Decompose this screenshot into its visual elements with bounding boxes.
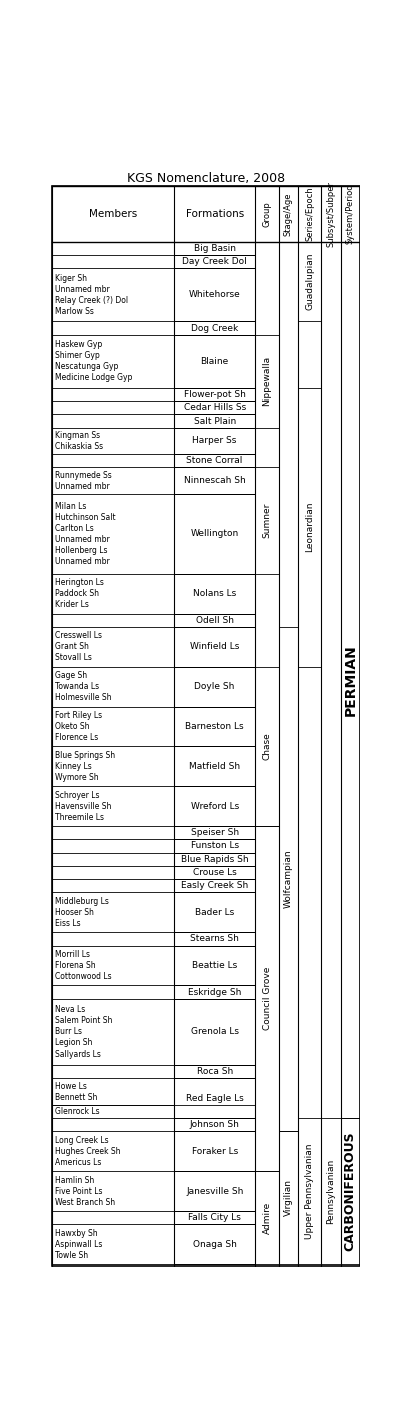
Text: Falls City Ls: Falls City Ls xyxy=(188,1213,241,1222)
Text: Flower-pot Sh: Flower-pot Sh xyxy=(184,390,246,399)
Text: Day Creek Dol: Day Creek Dol xyxy=(182,258,247,266)
Text: Virgilian: Virgilian xyxy=(284,1179,293,1216)
Text: Upper Pennsylvanian: Upper Pennsylvanian xyxy=(305,1143,314,1239)
Text: Howe Ls
Bennett Sh: Howe Ls Bennett Sh xyxy=(56,1082,98,1102)
Text: Big Basin: Big Basin xyxy=(194,244,236,253)
Text: Subsyst/Subper: Subsyst/Subper xyxy=(326,181,336,246)
Text: Council Grove: Council Grove xyxy=(262,967,272,1031)
Text: Eskridge Sh: Eskridge Sh xyxy=(188,987,241,997)
Text: Middleburg Ls
Hooser Sh
Eiss Ls: Middleburg Ls Hooser Sh Eiss Ls xyxy=(56,897,109,928)
Text: Guadalupian: Guadalupian xyxy=(305,253,314,310)
Text: Blue Rapids Sh: Blue Rapids Sh xyxy=(181,854,248,864)
Text: Stage/Age: Stage/Age xyxy=(284,192,293,236)
Text: Winfield Ls: Winfield Ls xyxy=(190,642,239,651)
Text: Cedar Hills Ss: Cedar Hills Ss xyxy=(184,403,246,412)
Text: Whitehorse: Whitehorse xyxy=(189,290,240,299)
Text: Fort Riley Ls
Oketo Sh
Florence Ls: Fort Riley Ls Oketo Sh Florence Ls xyxy=(56,711,102,742)
Text: Doyle Sh: Doyle Sh xyxy=(194,682,235,691)
Text: Beattie Ls: Beattie Ls xyxy=(192,961,237,970)
Text: Funston Ls: Funston Ls xyxy=(191,842,239,850)
Text: Runnymede Ss
Unnamed mbr: Runnymede Ss Unnamed mbr xyxy=(56,471,112,491)
Text: Stone Corral: Stone Corral xyxy=(186,456,243,466)
Text: Neva Ls
Salem Point Sh
Burr Ls
Legion Sh
Sallyards Ls: Neva Ls Salem Point Sh Burr Ls Legion Sh… xyxy=(56,1005,113,1058)
Text: Stearns Sh: Stearns Sh xyxy=(190,934,239,944)
Text: Hawxby Sh
Aspinwall Ls
Towle Sh: Hawxby Sh Aspinwall Ls Towle Sh xyxy=(56,1229,103,1260)
Text: Long Creek Ls
Hughes Creek Sh
Americus Ls: Long Creek Ls Hughes Creek Sh Americus L… xyxy=(56,1136,121,1168)
Text: Hamlin Sh
Five Point Ls
West Branch Sh: Hamlin Sh Five Point Ls West Branch Sh xyxy=(56,1176,116,1206)
Text: Cresswell Ls
Grant Sh
Stovall Ls: Cresswell Ls Grant Sh Stovall Ls xyxy=(56,631,102,662)
Text: Matfield Sh: Matfield Sh xyxy=(189,762,240,770)
Text: System/Period: System/Period xyxy=(346,184,355,245)
Text: PERMIAN: PERMIAN xyxy=(343,644,357,716)
Text: Chase: Chase xyxy=(262,732,272,760)
Text: Schroyer Ls
Havensville Sh
Threemile Ls: Schroyer Ls Havensville Sh Threemile Ls xyxy=(56,790,112,822)
Text: Blue Springs Sh
Kinney Ls
Wymore Sh: Blue Springs Sh Kinney Ls Wymore Sh xyxy=(56,750,116,782)
Text: KGS Nomenclature, 2008: KGS Nomenclature, 2008 xyxy=(127,172,285,185)
Text: Group: Group xyxy=(262,201,272,226)
Text: Blaine: Blaine xyxy=(200,357,229,366)
Text: Crouse Ls: Crouse Ls xyxy=(193,869,236,877)
Text: Wreford Ls: Wreford Ls xyxy=(190,802,239,810)
Text: Formations: Formations xyxy=(186,209,244,219)
Text: Gage Sh
Towanda Ls
Holmesville Sh: Gage Sh Towanda Ls Holmesville Sh xyxy=(56,671,112,702)
Text: Members: Members xyxy=(89,209,137,219)
Text: Series/Epoch: Series/Epoch xyxy=(305,187,314,241)
Text: Grenola Ls: Grenola Ls xyxy=(191,1027,239,1037)
Text: Pennsylvanian: Pennsylvanian xyxy=(326,1159,336,1223)
Text: Kingman Ss
Chikaskia Ss: Kingman Ss Chikaskia Ss xyxy=(56,431,104,451)
Text: Barneston Ls: Barneston Ls xyxy=(185,722,244,731)
Text: Red Eagle Ls: Red Eagle Ls xyxy=(186,1094,244,1102)
Text: Harper Ss: Harper Ss xyxy=(192,436,237,446)
Text: CARBONIFEROUS: CARBONIFEROUS xyxy=(344,1132,357,1252)
Text: Wolfcampian: Wolfcampian xyxy=(284,850,293,909)
Text: Kiger Sh
Unnamed mbr
Relay Creek (?) Dol
Marlow Ss: Kiger Sh Unnamed mbr Relay Creek (?) Dol… xyxy=(56,273,128,316)
Text: Foraker Ls: Foraker Ls xyxy=(192,1146,238,1156)
Text: Speiser Sh: Speiser Sh xyxy=(191,829,239,837)
Text: Easly Creek Sh: Easly Creek Sh xyxy=(181,881,248,890)
Text: Onaga Sh: Onaga Sh xyxy=(193,1240,237,1249)
Text: Odell Sh: Odell Sh xyxy=(196,615,234,625)
Text: Haskew Gyp
Shimer Gyp
Nescatunga Gyp
Medicine Lodge Gyp: Haskew Gyp Shimer Gyp Nescatunga Gyp Med… xyxy=(56,340,133,383)
Text: Admire: Admire xyxy=(262,1202,272,1235)
Text: Sumner: Sumner xyxy=(262,503,272,538)
Text: Wellington: Wellington xyxy=(190,530,239,538)
Text: Ninnescah Sh: Ninnescah Sh xyxy=(184,476,246,486)
Text: Glenrock Ls: Glenrock Ls xyxy=(56,1106,100,1116)
Text: Nippewalla: Nippewalla xyxy=(262,356,272,406)
Text: Morrill Ls
Florena Sh
Cottonwood Ls: Morrill Ls Florena Sh Cottonwood Ls xyxy=(56,950,112,981)
Text: Leonardian: Leonardian xyxy=(305,503,314,553)
Text: Bader Ls: Bader Ls xyxy=(195,909,234,917)
Text: Johnson Sh: Johnson Sh xyxy=(190,1121,240,1129)
Text: Milan Ls
Hutchinson Salt
Carlton Ls
Unnamed mbr
Hollenberg Ls
Unnamed mbr: Milan Ls Hutchinson Salt Carlton Ls Unna… xyxy=(56,501,116,567)
Text: Salt Plain: Salt Plain xyxy=(194,416,236,426)
Text: Nolans Ls: Nolans Ls xyxy=(193,590,236,598)
Text: Roca Sh: Roca Sh xyxy=(196,1067,233,1077)
Text: Herington Ls
Paddock Sh
Krider Ls: Herington Ls Paddock Sh Krider Ls xyxy=(56,578,104,609)
Text: Dog Creek: Dog Creek xyxy=(191,323,238,333)
Text: Janesville Sh: Janesville Sh xyxy=(186,1186,243,1196)
